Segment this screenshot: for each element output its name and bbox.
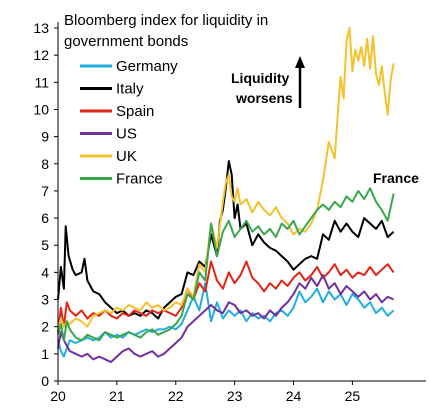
y-tick-label: 3 bbox=[41, 292, 49, 308]
liquidity-worsens-annotation: Liquidity worsens bbox=[231, 56, 305, 108]
legend-label-italy: Italy bbox=[116, 81, 144, 98]
legend-label-uk: UK bbox=[116, 148, 137, 165]
series-line-uk bbox=[57, 27, 395, 330]
annotation-line-1: Liquidity bbox=[231, 70, 290, 86]
chart-title-line-1: Bloomberg index for liquidity in bbox=[64, 12, 268, 29]
y-tick-label: 4 bbox=[41, 264, 49, 280]
x-tick-label: 22 bbox=[168, 388, 184, 404]
y-tick-label: 11 bbox=[34, 74, 49, 90]
legend: Germany Italy Spain US UK France bbox=[80, 58, 178, 188]
x-tick-label: 25 bbox=[345, 388, 361, 404]
legend-label-us: US bbox=[116, 126, 137, 143]
x-tick-label: 21 bbox=[109, 388, 125, 404]
legend-label-germany: Germany bbox=[116, 58, 178, 75]
y-tick-label: 5 bbox=[41, 237, 49, 253]
y-tick-label: 13 bbox=[33, 20, 49, 36]
y-tick-label: 12 bbox=[33, 47, 49, 63]
y-tick-label: 6 bbox=[41, 210, 49, 226]
y-tick-label: 10 bbox=[33, 101, 49, 117]
x-tick-label: 20 bbox=[50, 388, 66, 404]
france-series-label: France bbox=[373, 170, 419, 186]
series-line-france bbox=[57, 187, 395, 342]
y-tick-label: 0 bbox=[41, 373, 49, 389]
y-tick-label: 7 bbox=[41, 183, 49, 199]
y-tick-label: 2 bbox=[41, 319, 49, 335]
x-tick-label: 23 bbox=[227, 388, 243, 404]
series-line-us bbox=[57, 274, 395, 363]
legend-label-france: France bbox=[116, 171, 163, 188]
series-layer bbox=[57, 27, 395, 363]
chart-title-line-2: government bonds bbox=[64, 33, 188, 50]
series-line-spain bbox=[57, 260, 395, 333]
y-tick-label: 1 bbox=[41, 346, 49, 362]
y-tick-label: 9 bbox=[41, 129, 49, 145]
up-arrow-icon bbox=[295, 56, 305, 68]
series-line-germany bbox=[57, 282, 395, 358]
annotation-line-2: worsens bbox=[235, 90, 293, 106]
x-tick-label: 24 bbox=[286, 388, 302, 404]
legend-label-spain: Spain bbox=[116, 103, 154, 120]
y-tick-label: 8 bbox=[41, 156, 49, 172]
